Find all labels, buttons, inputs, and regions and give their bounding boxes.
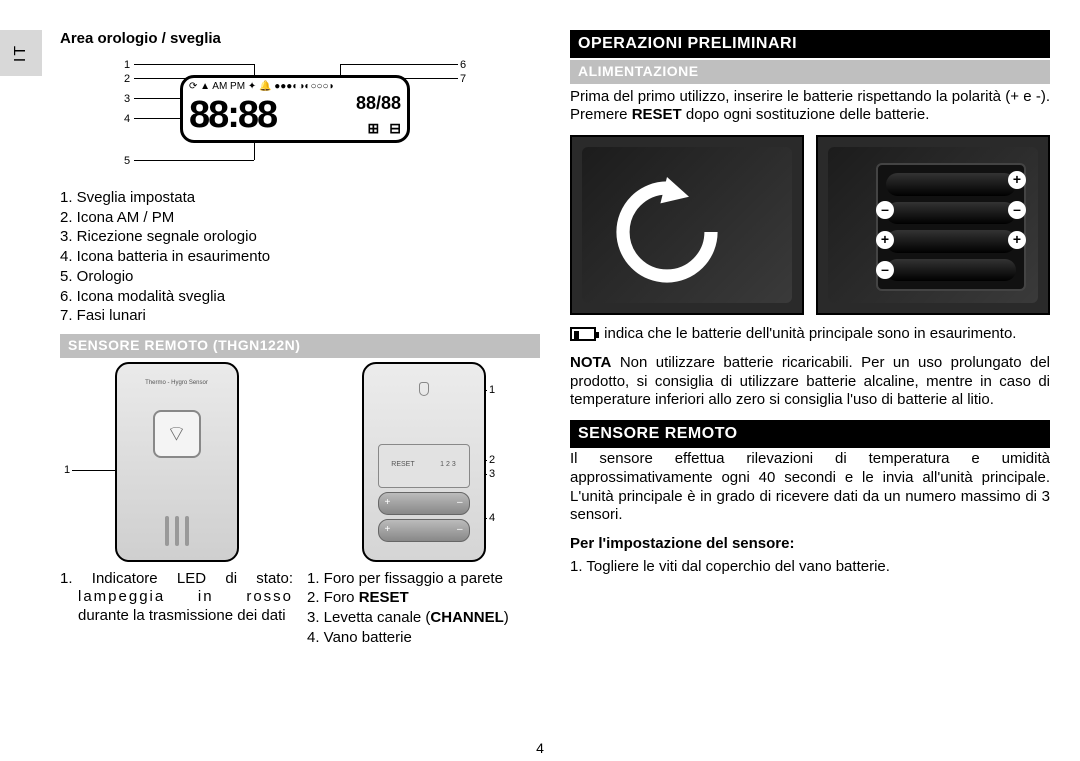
list-item: 3. Levetta canale (CHANNEL) [325, 609, 540, 628]
sensor-back-view: RESET 1 2 3 [362, 362, 486, 562]
lcd-grid1: ⊞ [368, 120, 380, 138]
list-item: 1. Togliere le viti dal coperchio del va… [588, 558, 1050, 577]
list-item: 6. Icona modalità sveglia [78, 288, 540, 307]
preliminary-ops-bar: OPERAZIONI PRELIMINARI [570, 30, 1050, 58]
back-callout-3: 3 [489, 468, 495, 482]
sensor-legend-columns: 1. Indicatore LED di stato: lampeggia in… [60, 570, 540, 656]
callout-5: 5 [124, 155, 130, 169]
lcd-date: 88/88 [356, 92, 401, 115]
language-tab: IT [0, 30, 42, 76]
battery-compartment [378, 492, 470, 542]
low-battery-note: indica che le batterie dell'unità princi… [570, 325, 1050, 344]
lcd-time: 88:88 [189, 92, 276, 140]
plus-icon: + [1008, 231, 1026, 249]
sensor-figures: 1 Thermo - Hygro Sensor ⌔ 1 2 3 4 [60, 362, 540, 562]
sensor-setup-heading: Per l'impostazione del sensore: [570, 535, 1050, 554]
lcd-grid2: ⊟ [389, 120, 401, 138]
list-item: 2. Foro RESET [325, 589, 540, 608]
minus-icon: – [1008, 201, 1026, 219]
front-callout-1: 1 [64, 464, 70, 478]
nota-paragraph: NOTA Non utilizzare batterie ricaricabil… [570, 354, 1050, 410]
rotate-arrow-icon [612, 177, 722, 287]
callout-4: 4 [124, 113, 130, 127]
list-item: 5. Orologio [78, 268, 540, 287]
battery-photos: + – – + + – [570, 135, 1050, 315]
back-callout-2: 2 [489, 454, 495, 468]
list-item: 7. Fasi lunari [78, 307, 540, 326]
right-column: OPERAZIONI PRELIMINARI ALIMENTAZIONE Pri… [570, 30, 1050, 740]
sensor-model-label: Thermo - Hygro Sensor [117, 380, 237, 388]
plus-icon: + [876, 231, 894, 249]
battery-bay: + – – + + – [876, 163, 1026, 291]
callout-2: 2 [124, 73, 130, 87]
reset-channel-panel: RESET 1 2 3 [378, 444, 470, 488]
page-number: 4 [536, 740, 544, 758]
clock-area-heading: Area orologio / sveglia [60, 30, 540, 49]
minus-icon: – [876, 201, 894, 219]
sensor-heading-bar: SENSORE REMOTO (THGN122N) [60, 334, 540, 358]
list-item: 4. Icona batteria in esaurimento [78, 248, 540, 267]
list-item: 4. Vano batterie [325, 629, 540, 648]
callout-7: 7 [460, 73, 466, 87]
back-callout-1: 1 [489, 384, 495, 398]
list-item: 1. Sveglia impostata [78, 189, 540, 208]
language-label: IT [11, 44, 31, 62]
left-column: Area orologio / sveglia 1 2 3 4 5 6 7 [60, 30, 540, 740]
back-callout-4: 4 [489, 512, 495, 526]
list-item: 3. Ricezione segnale orologio [78, 228, 540, 247]
callout-3: 3 [124, 93, 130, 107]
photo-open-cover [570, 135, 804, 315]
remote-sensor-bar: SENSORE REMOTO [570, 420, 1050, 448]
clock-legend-list: 1. Sveglia impostata 2. Icona AM / PM 3.… [60, 189, 540, 326]
sensor-setup-list: 1. Togliere le viti dal coperchio del va… [570, 558, 1050, 577]
list-item: 1. Foro per fissaggio a parete [325, 570, 540, 589]
callout-6: 6 [460, 59, 466, 73]
page-content: Area orologio / sveglia 1 2 3 4 5 6 7 [60, 30, 1050, 740]
plus-icon: + [1008, 171, 1026, 189]
list-item: 2. Icona AM / PM [78, 209, 540, 228]
power-bar: ALIMENTAZIONE [570, 60, 1050, 84]
signal-icon: ⌔ [153, 410, 201, 458]
reset-label: RESET [391, 461, 414, 470]
sensor-front-view: Thermo - Hygro Sensor ⌔ [115, 362, 239, 562]
photo-battery-bay: + – – + + – [816, 135, 1050, 315]
wall-mount-hole [419, 382, 429, 396]
clock-diagram: 1 2 3 4 5 6 7 ⟳ ▲ AM PM ✦ 🔔 ●●●◐◑◐○○○◗ 8… [60, 53, 540, 183]
remote-sensor-paragraph: Il sensore effettua rilevazioni di tempe… [570, 450, 1050, 525]
lcd-bottom-icons: ⊞ ⊟ [368, 120, 401, 138]
list-item: 1. Indicatore LED di stato: lampeggia in… [78, 570, 293, 626]
callout-1: 1 [124, 59, 130, 73]
channel-switch-hint: 1 2 3 [440, 461, 456, 470]
power-paragraph: Prima del primo utilizzo, inserire le ba… [570, 88, 1050, 126]
lcd-display: ⟳ ▲ AM PM ✦ 🔔 ●●●◐◑◐○○○◗ 88:88 88/88 ⊞ ⊟ [180, 75, 410, 143]
low-battery-icon [570, 327, 596, 341]
minus-icon: – [876, 261, 894, 279]
